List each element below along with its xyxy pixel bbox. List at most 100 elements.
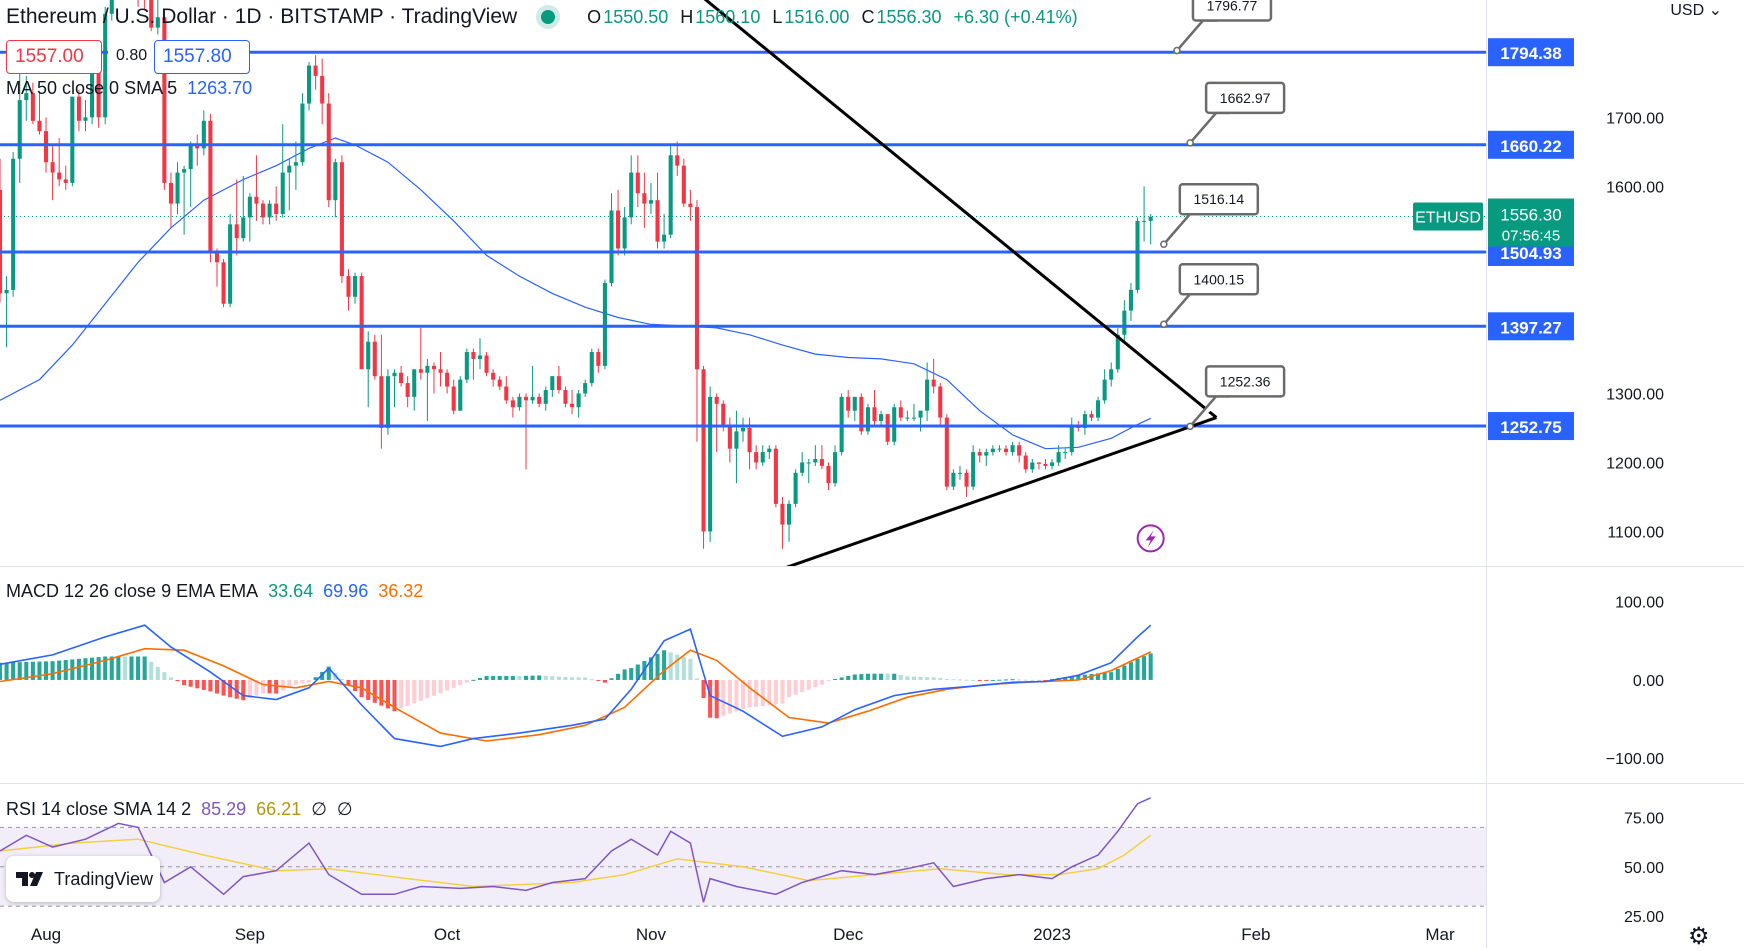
level-price-label: 1660.22 <box>1500 137 1561 156</box>
macd-legend[interactable]: MACD 12 26 close 9 EMA EMA 33.64 69.96 36.3… <box>6 581 433 602</box>
sell-button[interactable]: 1557.00 <box>6 40 102 74</box>
time-axis-label: Aug <box>31 925 61 944</box>
rsi-legend[interactable]: RSI 14 close SMA 14 2 85.29 66.21 ∅ ∅ <box>6 799 363 820</box>
candle-body <box>826 465 831 484</box>
buy-button[interactable]: 1557.80 <box>154 40 250 74</box>
candle-body <box>247 196 252 218</box>
spread-value: 0.80 <box>108 40 156 72</box>
callout-anchor <box>1160 320 1168 329</box>
candle-body <box>438 369 443 373</box>
candle-body <box>1063 452 1068 454</box>
candle-body <box>918 410 923 418</box>
rsi-tick-label: 25.00 <box>1624 909 1664 926</box>
candle-body <box>635 172 640 194</box>
macd-histogram-bar <box>372 679 377 703</box>
price-axis: 1100.00 1200.00 1300.00 1600.00 1700.00 1794.… <box>31 0 1664 948</box>
rsi-na-1: ∅ <box>311 799 327 819</box>
open-value: 1550.50 <box>603 6 669 27</box>
macd-histogram-bar <box>438 679 443 694</box>
candle-body <box>806 462 811 464</box>
candle-body <box>1102 379 1107 401</box>
candle-body <box>228 224 233 304</box>
price-plot: 1796.77 1662.97 1516.14 1400.15 1252.36 <box>0 0 1486 566</box>
macd-histogram-bar <box>990 679 995 681</box>
macd-histogram-bar <box>1003 679 1009 681</box>
candle-body <box>537 396 542 404</box>
gear-icon[interactable]: ⚙ <box>1688 923 1710 950</box>
candle-body <box>642 193 647 204</box>
macd-histogram-bar <box>1148 653 1153 680</box>
candle-body <box>491 372 496 380</box>
candle-body <box>839 396 844 453</box>
candle-body <box>30 93 35 121</box>
macd-histogram-bar <box>267 679 272 694</box>
callout-anchor <box>1160 240 1168 248</box>
macd-histogram-bar <box>484 676 489 680</box>
candle-body <box>892 407 897 442</box>
macd-histogram-bar <box>859 674 864 680</box>
candle-body <box>267 203 272 218</box>
candle-body <box>675 155 680 166</box>
macd-histogram-bar <box>83 658 88 680</box>
macd-histogram-bar <box>293 679 298 685</box>
macd-histogram-bar <box>1096 673 1101 680</box>
callout-pointer <box>1189 111 1231 144</box>
macd-signal-line <box>0 647 1152 742</box>
candle-body <box>385 376 390 428</box>
macd-histogram-bar <box>629 668 634 680</box>
macd-histogram-bar <box>366 679 371 700</box>
candle-body <box>431 365 437 370</box>
currency-select[interactable]: USD ⌄ <box>1670 0 1722 20</box>
macd-histogram-bar <box>11 662 16 680</box>
time-axis-label: Sep <box>235 925 265 944</box>
candle-body <box>425 365 430 373</box>
candle-body <box>418 369 423 373</box>
low-label: L <box>772 6 783 27</box>
candle-body <box>911 417 916 419</box>
macd-histogram-bar <box>1023 679 1028 681</box>
candle-body <box>602 283 607 366</box>
candle-body <box>1096 400 1101 418</box>
candle-body <box>708 396 713 532</box>
macd-histogram-bar <box>1135 658 1140 680</box>
macd-histogram-bar <box>431 679 437 696</box>
macd-histogram-bar <box>109 656 114 680</box>
macd-histogram-bar <box>418 679 423 701</box>
candle-body <box>1115 334 1120 370</box>
macd-histogram-bar <box>892 673 897 680</box>
candle-body <box>576 393 581 408</box>
macd-histogram-bar <box>274 679 279 694</box>
macd-histogram-bar <box>234 679 239 699</box>
symbol-title[interactable]: Ethereum / U.S. Dollar · 1D · BITSTAMP ·… <box>6 5 518 28</box>
macd-histogram-bar <box>793 679 798 695</box>
candle-body <box>793 472 798 504</box>
macd-histogram-bar <box>957 679 963 681</box>
symbol-tag <box>1413 202 1483 231</box>
macd-histogram-bar <box>1010 679 1015 681</box>
level-price-label: 1252.75 <box>1500 418 1561 437</box>
macd-histogram-bar <box>911 676 916 680</box>
callout-box <box>1178 263 1260 296</box>
candle-body <box>760 452 765 463</box>
candle-body <box>543 389 548 404</box>
candle-body <box>740 427 746 432</box>
macd-histogram-bar <box>76 658 81 680</box>
candle-body <box>734 431 739 449</box>
macd-histogram-bar <box>977 679 982 681</box>
candle-body <box>905 417 910 419</box>
macd-histogram-bar <box>280 679 285 691</box>
macd-histogram-bar <box>826 679 831 681</box>
macd-histogram-bar <box>1142 656 1147 680</box>
callout-pointer <box>1176 19 1217 52</box>
macd-histogram-bar <box>984 679 989 681</box>
ma-legend[interactable]: MA 50 close 0 SMA 5 1263.70 <box>6 78 262 99</box>
macd-histogram-bar <box>773 679 778 705</box>
currency-label: USD <box>1670 2 1705 19</box>
macd-histogram-bar <box>576 677 581 680</box>
macd-histogram-bar <box>399 679 404 709</box>
tradingview-logo[interactable]: TradingView <box>6 856 160 902</box>
time-axis-label: 2023 <box>1033 925 1071 944</box>
macd-histogram-bar <box>602 679 607 683</box>
macd-label: MACD 12 26 close 9 EMA EMA <box>6 581 259 601</box>
